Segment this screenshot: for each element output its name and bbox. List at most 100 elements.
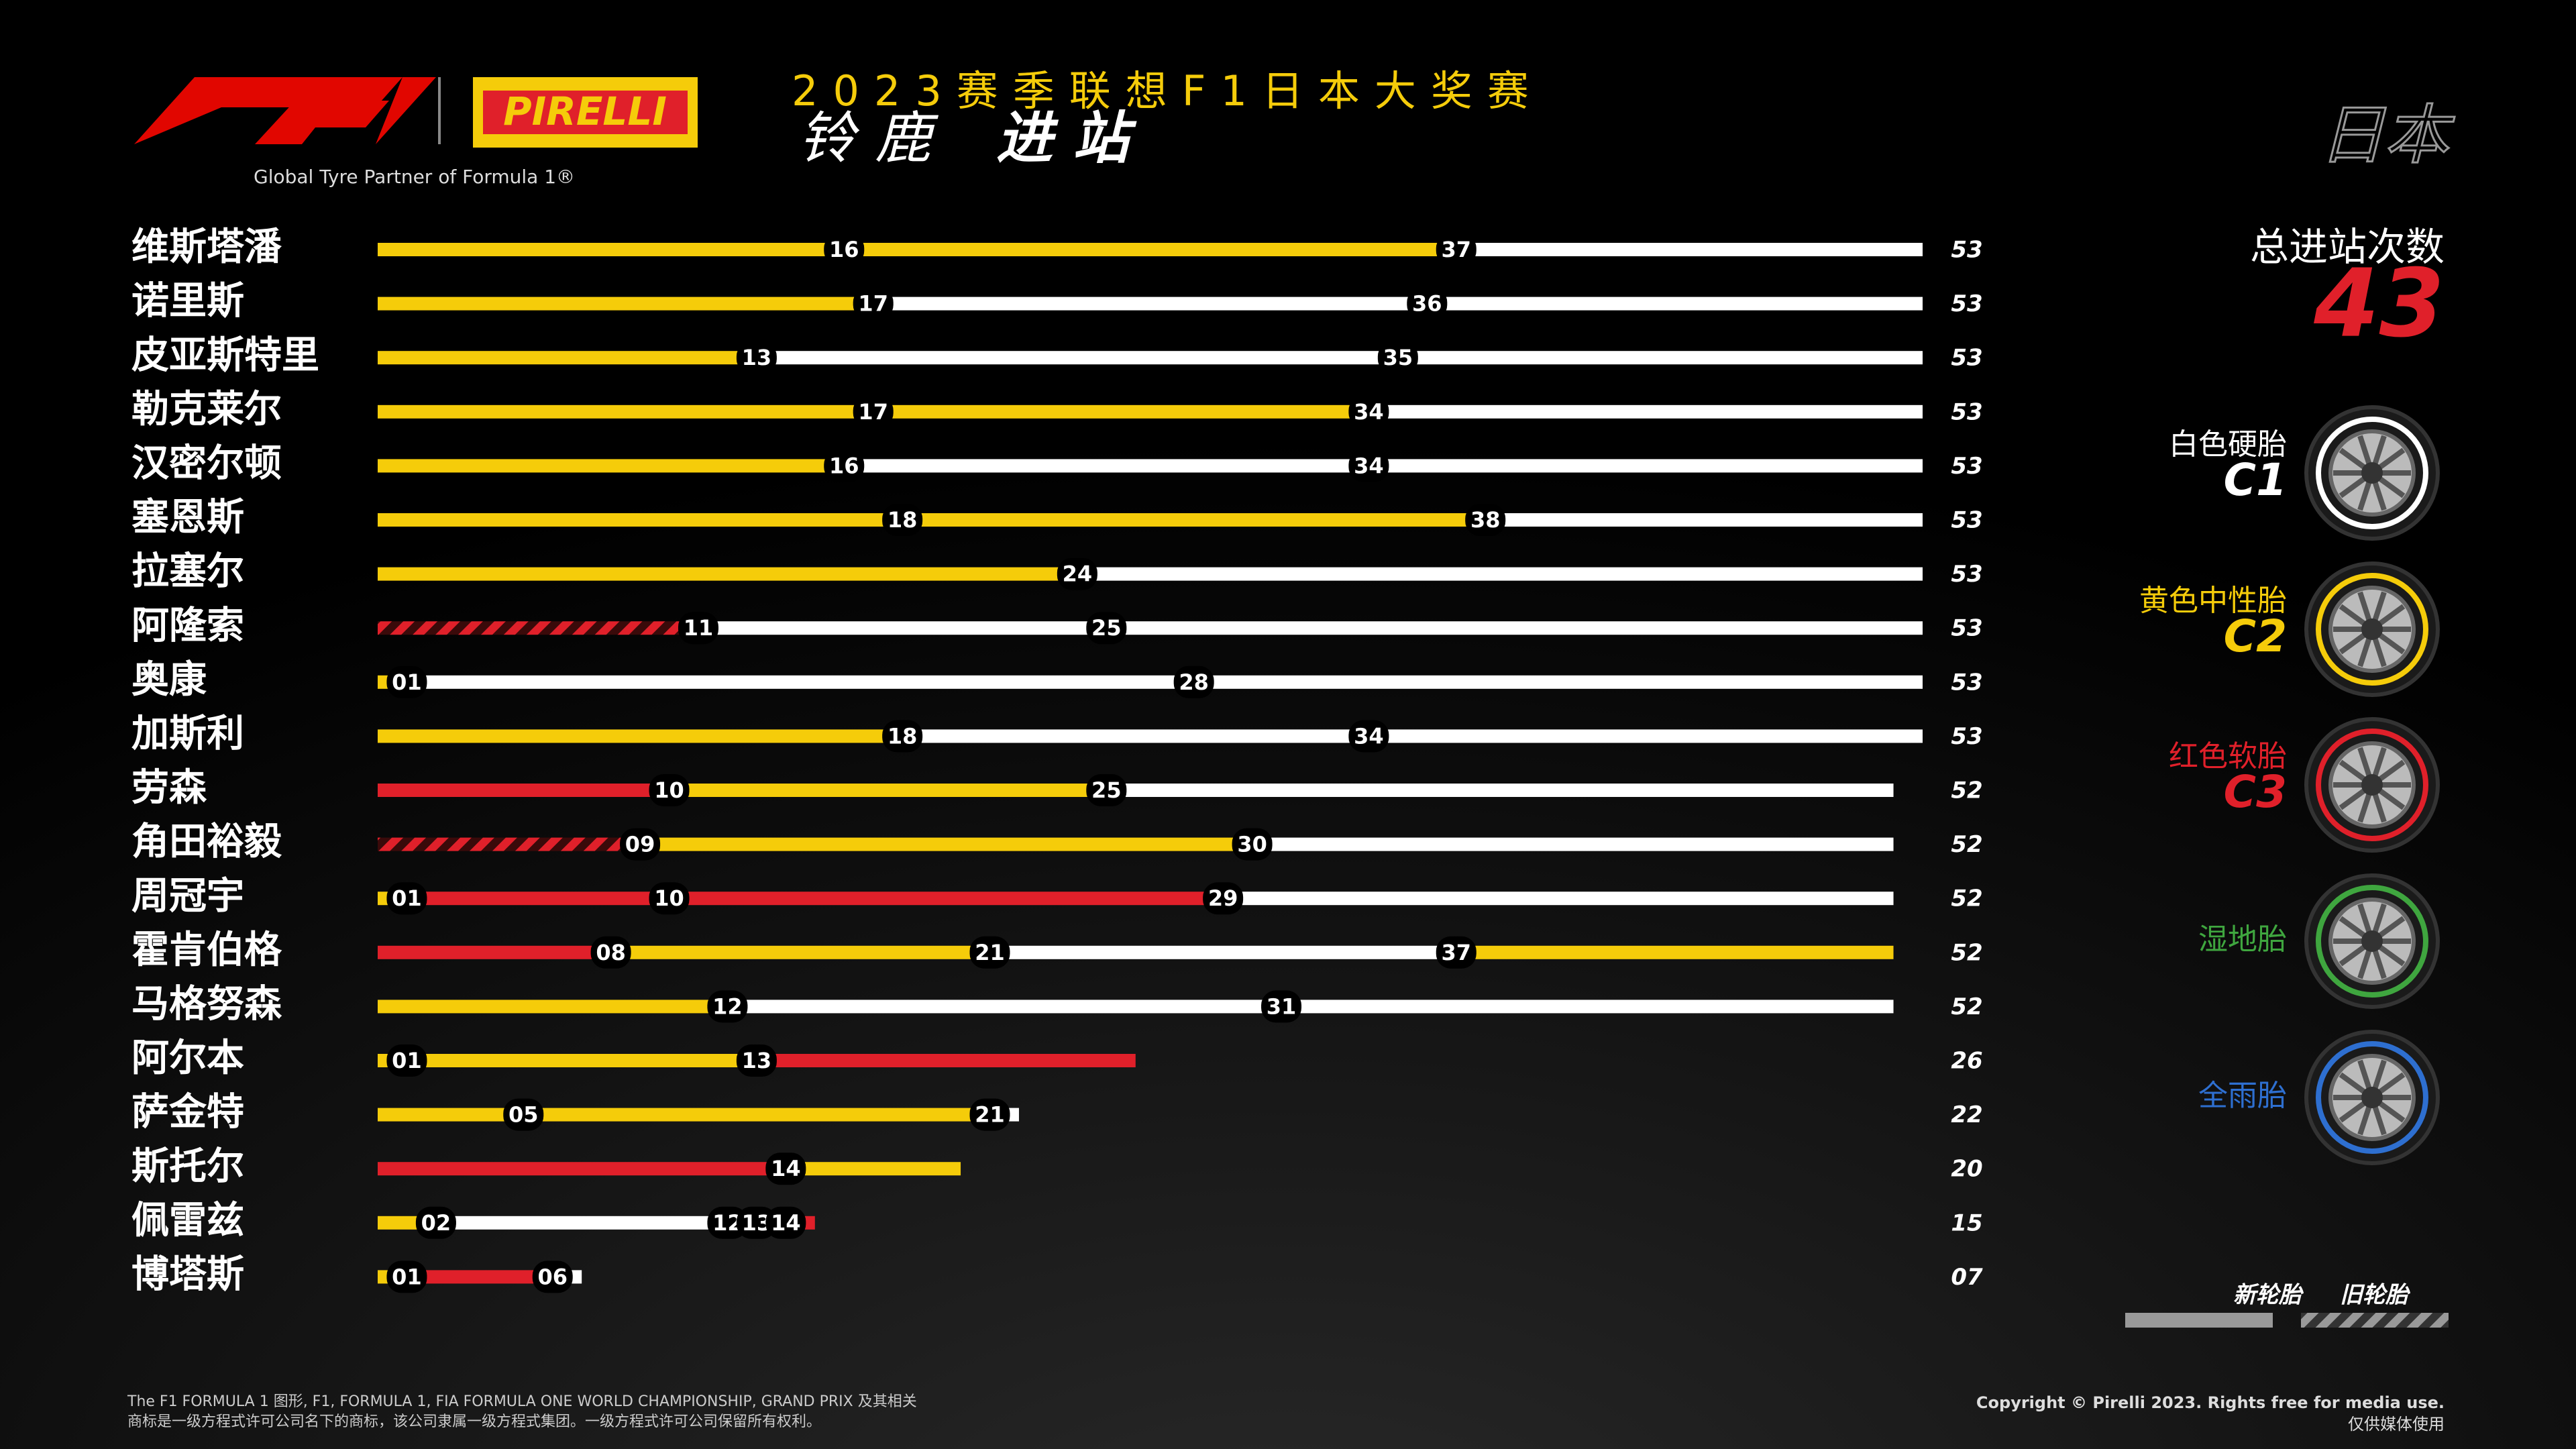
pit-label-bg — [1057, 557, 1097, 590]
pit-label: 16 — [829, 237, 859, 262]
stint — [378, 837, 641, 851]
stint — [873, 405, 1369, 419]
driver-name: 维斯塔潘 — [131, 225, 282, 269]
pit-label-bg — [1086, 612, 1127, 645]
pit-label-bg — [969, 1098, 1010, 1131]
pit-label-bg — [824, 233, 865, 266]
driver-name: 阿尔本 — [131, 1036, 244, 1080]
stint — [1427, 297, 1923, 311]
footer-left: The F1 FORMULA 1 图形, F1, FORMULA 1, FIA … — [127, 1393, 917, 1410]
stint — [378, 351, 757, 365]
driver-name: 周冠宇 — [131, 874, 244, 918]
stint — [873, 297, 1428, 311]
pit-label-bg — [707, 990, 748, 1023]
pit-label: 14 — [771, 1210, 801, 1236]
total-laps: 15 — [1951, 1210, 1982, 1236]
stint — [407, 1054, 757, 1067]
pit-label: 13 — [742, 345, 772, 370]
pit-label: 34 — [1354, 453, 1384, 478]
pit-label: 16 — [829, 453, 859, 478]
pit-label: 29 — [1208, 885, 1238, 911]
tyre-band — [2316, 417, 2428, 529]
tyre-name: 全雨胎 — [2198, 1079, 2287, 1113]
pit-label-bg — [707, 1206, 748, 1239]
pit-label-bg — [824, 449, 865, 482]
pit-label: 12 — [712, 994, 743, 1019]
total-laps: 53 — [1951, 453, 1982, 480]
total-stops: 43 — [2313, 250, 2445, 359]
hub — [2361, 1087, 2383, 1108]
pit-label-bg — [736, 1206, 777, 1239]
pit-label: 36 — [1412, 291, 1442, 317]
pit-label-bg — [1348, 720, 1389, 753]
stint — [378, 405, 873, 419]
driver-name: 汉密尔顿 — [131, 442, 282, 486]
driver-name: 斯托尔 — [131, 1144, 244, 1188]
stint — [1106, 784, 1894, 797]
driver-name: 霍肯伯格 — [131, 928, 282, 972]
total-laps: 53 — [1951, 290, 1982, 317]
stint — [902, 729, 1369, 743]
total-laps: 52 — [1951, 831, 1982, 858]
pit-label: 01 — [392, 1048, 422, 1073]
tyre-code: C3 — [2224, 766, 2287, 818]
stint — [1193, 675, 1923, 689]
total-laps: 53 — [1951, 723, 1982, 750]
pit-label-bg — [1465, 504, 1506, 536]
pit-label: 28 — [1179, 669, 1209, 695]
stint — [756, 1054, 1136, 1067]
pit-label-bg — [882, 504, 923, 536]
pit-label-bg — [649, 882, 690, 915]
stint — [378, 297, 873, 311]
pit-label: 17 — [858, 399, 888, 425]
stint — [378, 784, 669, 797]
pit-label-bg — [853, 395, 894, 428]
tagline: Global Tyre Partner of Formula 1® — [254, 166, 575, 188]
pit-label: 10 — [654, 777, 684, 803]
tyre-band — [2316, 1041, 2428, 1154]
hub — [2361, 930, 2383, 952]
stint — [378, 1000, 728, 1014]
pit-label: 37 — [1441, 940, 1471, 965]
driver-name: 皮亚斯特里 — [131, 333, 319, 377]
pit-label-bg — [1436, 936, 1477, 969]
stint — [669, 784, 1107, 797]
stint — [640, 837, 1252, 851]
stint — [378, 1108, 524, 1122]
total-laps: 53 — [1951, 669, 1982, 696]
pit-label: 18 — [888, 507, 918, 533]
pit-label: 06 — [537, 1264, 568, 1289]
pit-label: 09 — [625, 832, 655, 857]
pit-label-bg — [969, 936, 1010, 969]
total-laps: 53 — [1951, 561, 1982, 588]
tyre-name: 红色软胎 — [2169, 739, 2287, 773]
stint — [378, 243, 845, 256]
total-label: 总进站次数 — [2250, 224, 2445, 270]
total-laps: 53 — [1951, 237, 1982, 264]
hub — [2361, 462, 2383, 484]
pit-label-bg — [649, 774, 690, 806]
pit-label: 35 — [1383, 345, 1413, 370]
tyre-name: 黄色中性胎 — [2139, 584, 2287, 618]
total-laps: 53 — [1951, 507, 1982, 534]
pit-label-bg — [386, 665, 427, 698]
pit-label-bg — [590, 936, 631, 969]
tyre-band — [2316, 729, 2428, 841]
region: 日本 — [2320, 97, 2455, 172]
stint — [1223, 892, 1894, 906]
pit-label: 38 — [1470, 507, 1501, 533]
pit-label: 02 — [421, 1210, 451, 1236]
pit-label-bg — [1232, 828, 1273, 861]
pit-label: 13 — [742, 1048, 772, 1073]
stint — [1281, 1000, 1894, 1014]
pit-label-bg — [386, 1260, 427, 1293]
total-laps: 07 — [1951, 1264, 1983, 1291]
stint — [378, 729, 903, 743]
pit-label: 18 — [888, 723, 918, 749]
used-swatch — [2301, 1313, 2449, 1328]
pit-label-bg — [1261, 990, 1302, 1023]
stint — [669, 892, 1224, 906]
stint — [1456, 243, 1923, 256]
hub — [2361, 774, 2383, 796]
